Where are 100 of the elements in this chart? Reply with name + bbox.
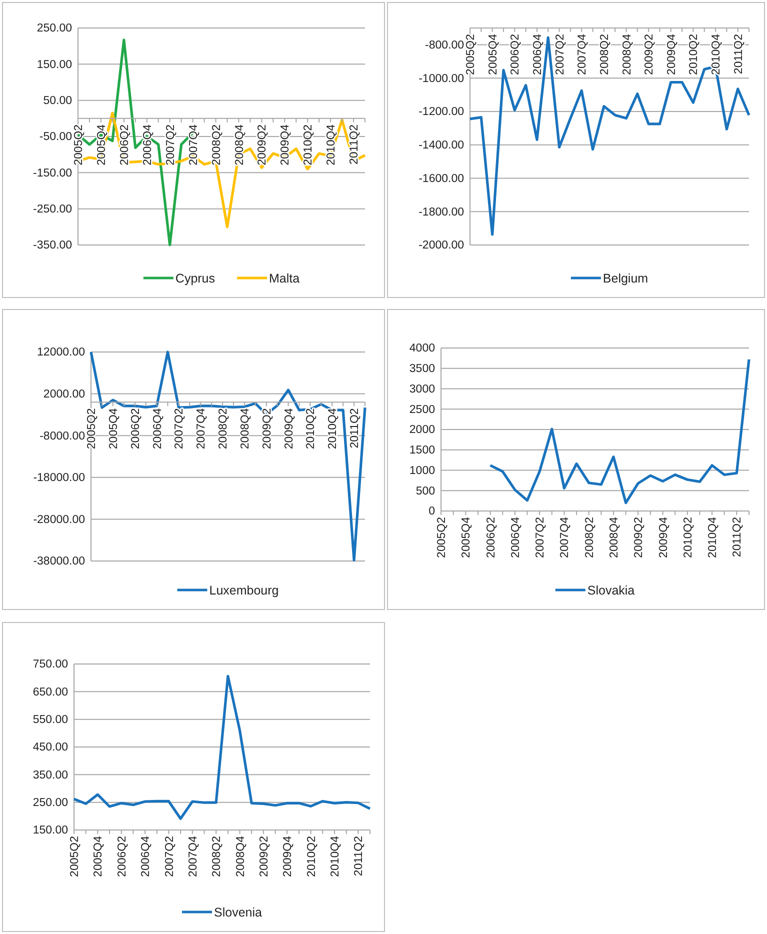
- x-tick-label: 2008Q4: [621, 33, 634, 75]
- x-tick-label: 2010Q4: [327, 408, 340, 450]
- x-tick-label: 2010Q4: [707, 516, 720, 558]
- line-series: [488, 358, 750, 504]
- x-tick-label: 2005Q4: [487, 33, 500, 75]
- legend-label: Malta: [269, 271, 300, 286]
- y-tick-label: 500: [416, 485, 435, 498]
- y-tick-label: -1200.00: [418, 106, 464, 118]
- y-tick-label: 2000: [409, 424, 435, 436]
- y-tick-label: -18000.00: [33, 472, 85, 484]
- x-tick-label: 2009Q2: [256, 124, 269, 166]
- y-tick-label: 3000: [409, 383, 435, 396]
- y-tick-label: -250.00: [32, 204, 72, 216]
- y-tick-label: 350.00: [32, 769, 68, 782]
- x-tick-label: 2007Q2: [164, 836, 176, 877]
- x-tick-label: 2005Q4: [92, 835, 105, 877]
- y-tick-label: 250.00: [36, 22, 72, 35]
- x-tick-label: 2009Q4: [283, 408, 296, 450]
- x-tick-label: 2007Q4: [188, 124, 200, 166]
- legend-label: Luxembourg: [209, 583, 279, 598]
- y-tick-label: -38000.00: [33, 556, 85, 568]
- y-tick-label: -800.00: [424, 39, 464, 52]
- x-tick-label: 2006Q4: [532, 33, 544, 75]
- x-tick-label: 2006Q2: [118, 124, 131, 166]
- x-tick-label: 2007Q4: [187, 835, 200, 877]
- x-tick-label: 2011Q2: [732, 517, 744, 558]
- y-tick-label: -1600.00: [418, 172, 464, 185]
- y-tick-label: -350.00: [32, 240, 72, 252]
- line-series: [72, 674, 372, 820]
- y-tick-label: -8000.00: [40, 430, 85, 442]
- legend-label: Slovenia: [214, 905, 262, 920]
- x-tick-label: 2009Q2: [644, 34, 656, 75]
- x-tick-label: 2006Q2: [510, 34, 522, 75]
- y-tick-label: -1000.00: [418, 72, 464, 85]
- y-tick-label: 250.00: [32, 797, 68, 810]
- x-tick-label: 2010Q2: [306, 836, 318, 877]
- y-tick-label: -1800.00: [418, 206, 464, 218]
- x-tick-label: 2008Q4: [234, 835, 247, 877]
- y-tick-label: -1400.00: [418, 140, 464, 152]
- x-tick-label: 2011Q2: [732, 34, 745, 74]
- x-tick-label: 2011Q2: [348, 124, 361, 164]
- x-tick-label: 2007Q2: [174, 408, 186, 450]
- x-tick-label: 2008Q2: [210, 124, 223, 166]
- x-tick-label: 2005Q2: [86, 408, 98, 450]
- x-tick-label: 2008Q2: [598, 34, 611, 75]
- x-tick-label: 2011Q2: [349, 408, 362, 448]
- x-tick-label: 2008Q4: [608, 516, 621, 558]
- x-tick-label: 2009Q2: [258, 836, 270, 877]
- legend-label: Cyprus: [175, 271, 216, 286]
- x-tick-label: 2007Q2: [534, 517, 547, 558]
- x-tick-label: 2005Q4: [108, 408, 120, 450]
- x-tick-label: 2008Q4: [239, 408, 252, 450]
- y-tick-label: -150.00: [32, 167, 72, 180]
- y-tick-label: 50.00: [43, 95, 72, 108]
- x-tick-label: 2008Q2: [211, 836, 224, 877]
- y-tick-label: 750.00: [32, 658, 68, 671]
- x-tick-label: 2005Q2: [436, 517, 448, 558]
- x-tick-label: 2005Q2: [69, 836, 82, 877]
- x-tick-label: 2006Q2: [130, 408, 142, 450]
- x-tick-label: 2010Q4: [330, 835, 342, 877]
- y-tick-label: 650.00: [32, 686, 68, 698]
- x-tick-label: 2007Q4: [559, 516, 572, 558]
- x-tick-label: 2006Q4: [152, 408, 164, 450]
- y-tick-label: 150.00: [36, 58, 72, 71]
- y-tick-label: 2000.00: [43, 388, 85, 400]
- x-tick-label: 2009Q2: [261, 408, 274, 450]
- x-tick-label: 2010Q2: [682, 517, 694, 558]
- x-tick-label: 2010Q2: [688, 34, 700, 75]
- x-tick-label: 2010Q4: [326, 124, 338, 166]
- y-tick-label: 12000.00: [37, 346, 85, 359]
- y-tick-label: 550.00: [32, 714, 68, 726]
- y-tick-label: 1500: [409, 444, 435, 457]
- legend-label: Slovakia: [587, 583, 635, 598]
- x-tick-label: 2006Q2: [116, 836, 128, 877]
- x-tick-label: 2008Q2: [218, 408, 230, 450]
- y-tick-label: 450.00: [32, 742, 68, 754]
- y-tick-label: 4000: [409, 342, 435, 355]
- y-tick-label: -50.00: [39, 131, 72, 144]
- x-tick-label: 2006Q4: [140, 835, 152, 877]
- x-tick-label: 2009Q4: [658, 516, 670, 558]
- x-tick-label: 2007Q4: [576, 33, 589, 75]
- x-tick-label: 2005Q4: [460, 516, 473, 558]
- x-tick-label: 2009Q4: [282, 835, 294, 877]
- y-tick-label: -2000.00: [418, 240, 464, 252]
- y-tick-label: 1000: [409, 464, 435, 477]
- x-tick-label: 2005Q4: [96, 124, 108, 166]
- x-tick-label: 2009Q2: [633, 517, 646, 558]
- x-tick-label: 2007Q2: [164, 124, 177, 166]
- x-tick-label: 2010Q2: [302, 124, 315, 166]
- x-tick-label: 2007Q4: [196, 408, 208, 450]
- x-tick-label: 2009Q4: [280, 124, 292, 166]
- legend-label: Belgium: [602, 271, 648, 286]
- x-tick-label: 2010Q2: [305, 408, 318, 450]
- x-tick-label: 2006Q4: [510, 516, 522, 558]
- x-tick-label: 2006Q4: [142, 124, 154, 166]
- x-tick-label: 2010Q4: [710, 33, 723, 75]
- x-tick-label: 2006Q2: [485, 517, 498, 558]
- y-tick-label: 0: [428, 506, 435, 518]
- x-tick-label: 2011Q2: [353, 836, 366, 876]
- x-tick-label: 2005Q2: [73, 124, 86, 166]
